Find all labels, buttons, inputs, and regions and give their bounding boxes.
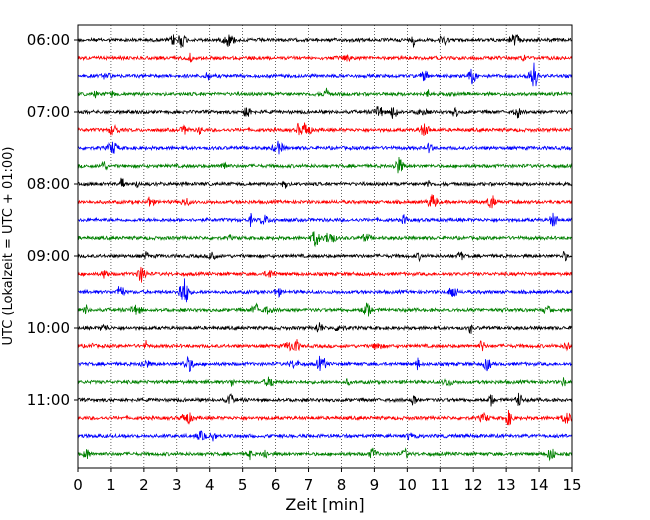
trace-0915	[77, 266, 573, 283]
trace-0730	[77, 140, 573, 155]
trace-0700	[77, 106, 573, 119]
trace-0630	[77, 62, 573, 87]
y-axis-ticks: 06:00 07:00 08:00 09:00 10:00 11:00	[27, 31, 78, 409]
x-tick-label: 6	[271, 476, 281, 494]
x-tick-label: 3	[172, 476, 182, 494]
y-tick-label: 07:00	[27, 103, 70, 121]
x-tick-label: 11	[431, 476, 450, 494]
x-tick-label: 14	[530, 476, 549, 494]
x-tick-label: 12	[464, 476, 483, 494]
y-tick-label: 10:00	[27, 319, 70, 337]
y-tick-label: 06:00	[27, 31, 70, 49]
trace-0945	[77, 302, 573, 317]
x-tick-label: 5	[238, 476, 248, 494]
trace-1030	[77, 355, 573, 372]
trace-1115	[77, 409, 573, 426]
x-tick-label: 10	[398, 476, 417, 494]
y-tick-label: 11:00	[27, 391, 70, 409]
x-tick-label: 8	[337, 476, 347, 494]
x-tick-label: 13	[497, 476, 516, 494]
x-tick-label: 4	[205, 476, 215, 494]
trace-1100	[77, 392, 573, 407]
trace-0615	[77, 52, 573, 63]
trace-1045	[77, 376, 573, 387]
trace-0600	[77, 34, 573, 48]
grid-lines	[110, 25, 540, 468]
trace-0645	[77, 87, 573, 99]
x-tick-label: 0	[73, 476, 83, 494]
x-axis-ticks: 0 1 2 3 4 5 6 7 8 9 10 11 12 13 14 15	[73, 468, 582, 494]
x-axis-label: Zeit [min]	[285, 495, 364, 514]
seismic-traces	[77, 34, 573, 462]
trace-1015	[77, 339, 573, 352]
x-tick-label: 2	[139, 476, 149, 494]
trace-0715	[77, 122, 573, 136]
y-tick-label: 08:00	[27, 175, 70, 193]
y-axis-label: UTC (Lokalzeit = UTC + 01:00)	[1, 147, 16, 346]
trace-0800	[77, 177, 573, 189]
trace-1145	[77, 447, 573, 462]
trace-0830	[77, 212, 573, 228]
trace-0900	[77, 250, 573, 263]
trace-0815	[77, 194, 573, 209]
plot-background	[78, 25, 572, 468]
trace-1130	[77, 430, 573, 442]
x-tick-label: 1	[106, 476, 116, 494]
trace-1000	[77, 322, 572, 334]
x-tick-label: 7	[304, 476, 314, 494]
plot-frame	[77, 24, 573, 469]
x-tick-label: 9	[370, 476, 380, 494]
x-tick-label: 15	[562, 476, 581, 494]
trace-0745	[77, 156, 573, 174]
trace-0930	[77, 278, 573, 303]
y-tick-label: 09:00	[27, 247, 70, 265]
trace-0845	[77, 231, 573, 248]
